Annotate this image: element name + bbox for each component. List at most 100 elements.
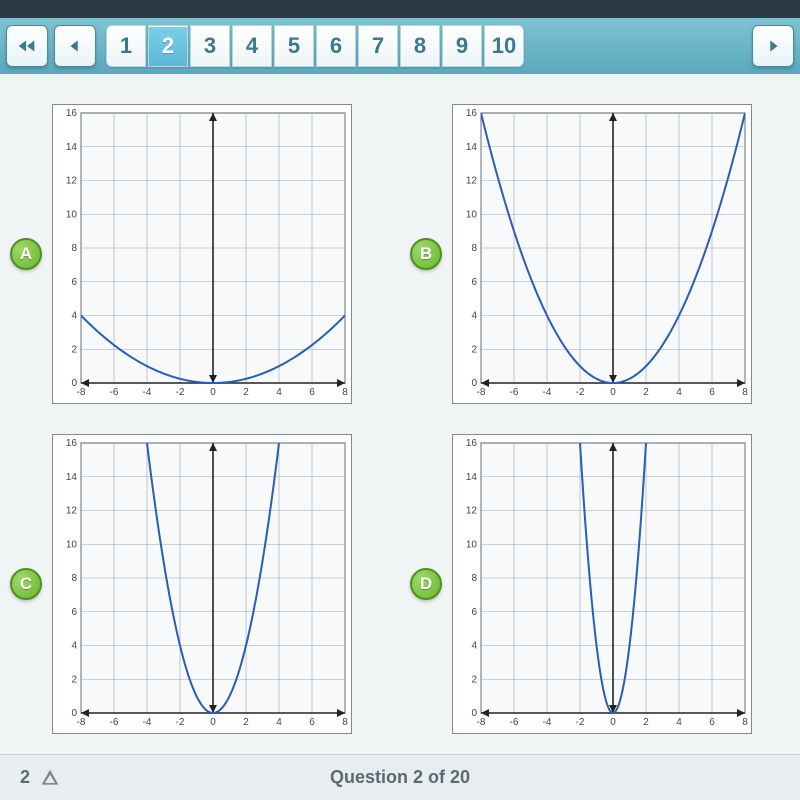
svg-text:4: 4 bbox=[276, 387, 282, 398]
svg-text:8: 8 bbox=[742, 717, 748, 728]
page-button-1[interactable]: 1 bbox=[106, 25, 146, 67]
svg-text:0: 0 bbox=[471, 708, 477, 719]
svg-text:4: 4 bbox=[71, 311, 77, 322]
svg-text:-8: -8 bbox=[477, 717, 486, 728]
svg-text:4: 4 bbox=[676, 387, 682, 398]
answer-option-c[interactable]: C-8-6-4-2024680246810121416 bbox=[10, 424, 390, 744]
svg-text:14: 14 bbox=[66, 472, 78, 483]
svg-text:2: 2 bbox=[243, 387, 249, 398]
svg-text:6: 6 bbox=[471, 607, 477, 618]
svg-text:0: 0 bbox=[610, 387, 616, 398]
page-button-4[interactable]: 4 bbox=[232, 25, 272, 67]
page-buttons: 12345678910 bbox=[106, 25, 524, 67]
svg-text:6: 6 bbox=[309, 387, 315, 398]
arrow-right-icon bbox=[762, 35, 784, 57]
answer-option-a[interactable]: A-8-6-4-2024680246810121416 bbox=[10, 94, 390, 414]
page-button-7[interactable]: 7 bbox=[358, 25, 398, 67]
svg-text:-2: -2 bbox=[576, 387, 585, 398]
svg-text:6: 6 bbox=[71, 607, 77, 618]
svg-text:8: 8 bbox=[342, 387, 348, 398]
svg-text:4: 4 bbox=[276, 717, 282, 728]
svg-text:2: 2 bbox=[643, 717, 649, 728]
answer-option-b[interactable]: B-8-6-4-2024680246810121416 bbox=[410, 94, 790, 414]
svg-text:6: 6 bbox=[709, 717, 715, 728]
charts-grid: A-8-6-4-2024680246810121416B-8-6-4-20246… bbox=[10, 94, 790, 744]
svg-text:0: 0 bbox=[71, 378, 77, 389]
svg-text:-6: -6 bbox=[110, 387, 119, 398]
svg-text:8: 8 bbox=[471, 243, 477, 254]
option-badge-d: D bbox=[410, 568, 442, 600]
rewind-button[interactable] bbox=[6, 25, 48, 67]
footer-left: 2 bbox=[20, 767, 60, 788]
svg-text:-6: -6 bbox=[510, 387, 519, 398]
page-button-8[interactable]: 8 bbox=[400, 25, 440, 67]
svg-text:-2: -2 bbox=[176, 717, 185, 728]
svg-text:2: 2 bbox=[243, 717, 249, 728]
svg-text:8: 8 bbox=[71, 243, 77, 254]
svg-text:12: 12 bbox=[466, 506, 478, 517]
question-counter: Question 2 of 20 bbox=[330, 767, 470, 788]
svg-text:-6: -6 bbox=[110, 717, 119, 728]
footer-bar: 2 Question 2 of 20 bbox=[0, 754, 800, 800]
svg-text:10: 10 bbox=[66, 209, 78, 220]
chart-c: -8-6-4-2024680246810121416 bbox=[52, 434, 352, 734]
navigation-bar: 12345678910 bbox=[0, 18, 800, 74]
svg-text:8: 8 bbox=[471, 573, 477, 584]
svg-text:6: 6 bbox=[309, 717, 315, 728]
svg-text:2: 2 bbox=[71, 344, 77, 355]
title-bar bbox=[0, 0, 800, 18]
page-button-9[interactable]: 9 bbox=[442, 25, 482, 67]
svg-text:-4: -4 bbox=[143, 387, 152, 398]
svg-text:14: 14 bbox=[466, 472, 478, 483]
svg-text:10: 10 bbox=[466, 539, 478, 550]
svg-text:16: 16 bbox=[66, 438, 78, 449]
answer-option-d[interactable]: D -8 -6 -4 -2 0 2 4 6 8 0 2 4 6 8 10 12 14 16 bbox=[410, 424, 790, 744]
svg-text:4: 4 bbox=[471, 311, 477, 322]
chart-b: -8-6-4-2024680246810121416 bbox=[452, 104, 752, 404]
svg-text:12: 12 bbox=[66, 506, 78, 517]
svg-text:12: 12 bbox=[466, 176, 478, 187]
svg-text:0: 0 bbox=[471, 378, 477, 389]
svg-text:10: 10 bbox=[466, 209, 478, 220]
svg-text:12: 12 bbox=[66, 176, 78, 187]
svg-text:2: 2 bbox=[643, 387, 649, 398]
svg-text:2: 2 bbox=[471, 344, 477, 355]
svg-text:-6: -6 bbox=[510, 717, 519, 728]
option-badge-c: C bbox=[10, 568, 42, 600]
svg-text:16: 16 bbox=[466, 438, 478, 449]
svg-text:4: 4 bbox=[471, 641, 477, 652]
svg-text:6: 6 bbox=[709, 387, 715, 398]
svg-text:-2: -2 bbox=[576, 717, 585, 728]
page-button-2[interactable]: 2 bbox=[148, 25, 188, 67]
rewind-icon bbox=[16, 35, 38, 57]
svg-text:8: 8 bbox=[742, 387, 748, 398]
content-area: A-8-6-4-2024680246810121416B-8-6-4-20246… bbox=[0, 74, 800, 754]
svg-text:14: 14 bbox=[466, 142, 478, 153]
svg-text:-4: -4 bbox=[143, 717, 152, 728]
svg-text:0: 0 bbox=[210, 387, 216, 398]
svg-text:4: 4 bbox=[676, 717, 682, 728]
svg-text:0: 0 bbox=[210, 717, 216, 728]
arrow-left-icon bbox=[64, 35, 86, 57]
option-badge-a: A bbox=[10, 238, 42, 270]
page-button-5[interactable]: 5 bbox=[274, 25, 314, 67]
next-button[interactable] bbox=[752, 25, 794, 67]
warning-icon bbox=[40, 768, 60, 788]
page-indicator-number: 2 bbox=[20, 767, 30, 788]
svg-text:16: 16 bbox=[66, 108, 78, 119]
svg-text:6: 6 bbox=[471, 277, 477, 288]
page-button-3[interactable]: 3 bbox=[190, 25, 230, 67]
svg-text:-4: -4 bbox=[543, 717, 552, 728]
svg-text:2: 2 bbox=[71, 674, 77, 685]
svg-text:0: 0 bbox=[610, 717, 616, 728]
svg-text:0: 0 bbox=[71, 708, 77, 719]
chart-d: -8 -6 -4 -2 0 2 4 6 8 0 2 4 6 8 10 12 14 16 bbox=[452, 434, 752, 734]
svg-text:6: 6 bbox=[71, 277, 77, 288]
svg-text:-8: -8 bbox=[77, 717, 86, 728]
page-button-6[interactable]: 6 bbox=[316, 25, 356, 67]
svg-text:-8: -8 bbox=[77, 387, 86, 398]
svg-text:2: 2 bbox=[471, 674, 477, 685]
prev-button[interactable] bbox=[54, 25, 96, 67]
page-button-10[interactable]: 10 bbox=[484, 25, 524, 67]
svg-text:4: 4 bbox=[71, 641, 77, 652]
